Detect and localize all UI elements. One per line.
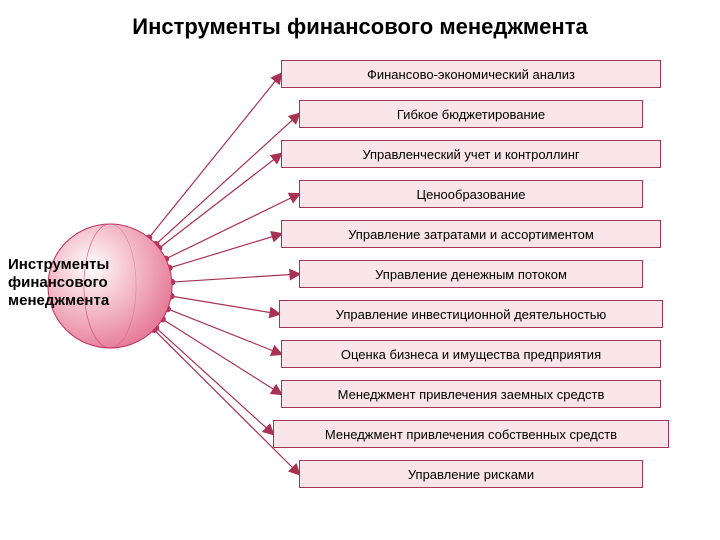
item-box: Управление рисками xyxy=(299,460,643,488)
item-label: Оценка бизнеса и имущества предприятия xyxy=(341,347,601,362)
item-box: Управленческий учет и контроллинг xyxy=(281,140,661,168)
item-label: Менеджмент привлечения собственных средс… xyxy=(325,427,617,442)
sphere-label-line-3: менеджмента xyxy=(8,292,109,310)
item-box: Управление затратами и ассортиментом xyxy=(281,220,661,248)
item-box: Управление инвестиционной деятельностью xyxy=(279,300,663,328)
item-label: Управление денежным потоком xyxy=(375,267,567,282)
item-box: Оценка бизнеса и имущества предприятия xyxy=(281,340,661,368)
item-box: Финансово-экономический анализ xyxy=(281,60,661,88)
item-label: Менеджмент привлечения заемных средств xyxy=(338,387,605,402)
item-label: Финансово-экономический анализ xyxy=(367,67,575,82)
item-box: Менеджмент привлечения заемных средств xyxy=(281,380,661,408)
item-box: Менеджмент привлечения собственных средс… xyxy=(273,420,669,448)
item-label: Ценообразование xyxy=(417,187,526,202)
sphere-label: Инструменты финансового менеджмента xyxy=(8,256,109,310)
item-box: Гибкое бюджетирование xyxy=(299,100,643,128)
sphere-label-line-1: Инструменты xyxy=(8,256,109,274)
item-label: Гибкое бюджетирование xyxy=(397,107,545,122)
item-label: Управление рисками xyxy=(408,467,534,482)
diagram-title: Инструменты финансового менеджмента xyxy=(0,14,720,40)
item-box: Управление денежным потоком xyxy=(299,260,643,288)
item-box: Ценообразование xyxy=(299,180,643,208)
item-label: Управленческий учет и контроллинг xyxy=(362,147,579,162)
item-label: Управление затратами и ассортиментом xyxy=(348,227,594,242)
sphere-label-line-2: финансового xyxy=(8,274,109,292)
item-label: Управление инвестиционной деятельностью xyxy=(336,307,607,322)
